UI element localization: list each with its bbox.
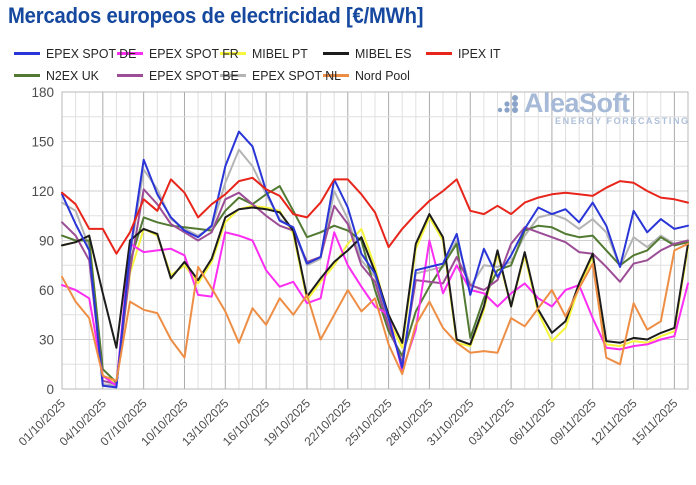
legend-label: EPEX SPOT NL bbox=[252, 67, 342, 83]
legend-item-nord-pool: Nord Pool bbox=[323, 68, 426, 83]
legend-swatch bbox=[14, 51, 40, 55]
legend-swatch bbox=[426, 51, 452, 55]
y-axis-tick-label: 150 bbox=[31, 135, 54, 150]
legend-row: EPEX SPOT DE EPEX SPOT FR MIBEL PT MIBEL ES… bbox=[14, 42, 684, 64]
y-axis-tick-label: 0 bbox=[46, 382, 54, 397]
legend-label: Nord Pool bbox=[355, 67, 410, 83]
series-line-epex-spot-fr bbox=[61, 231, 689, 387]
y-axis-tick-label: 90 bbox=[39, 234, 54, 249]
electricity-price-line-chart: 030609012015018001/10/202504/10/202507/1… bbox=[16, 85, 689, 449]
legend-row: N2EX UK EPEX SPOT BE EPEX SPOT NL Nord Pool bbox=[14, 64, 684, 86]
chart-legend: EPEX SPOT DE EPEX SPOT FR MIBEL PT MIBEL ES… bbox=[14, 42, 684, 86]
legend-item-epex-spot-nl: EPEX SPOT NL bbox=[220, 68, 341, 83]
legend-item-epex-spot-fr: EPEX SPOT FR bbox=[117, 46, 239, 61]
series-line-epex-spot-be bbox=[61, 188, 689, 386]
legend-label: MIBEL ES bbox=[355, 45, 412, 61]
y-axis-tick-label: 60 bbox=[39, 283, 54, 298]
legend-label: IPEX IT bbox=[458, 45, 501, 61]
legend-swatch bbox=[14, 73, 40, 77]
legend-swatch bbox=[323, 73, 349, 77]
legend-item-epex-spot-be: EPEX SPOT BE bbox=[117, 68, 239, 83]
series-line-nord-pool bbox=[61, 242, 689, 382]
legend-swatch bbox=[220, 73, 246, 77]
legend-item-ipex-it: IPEX IT bbox=[426, 46, 529, 61]
legend-label: EPEX SPOT BE bbox=[149, 67, 239, 83]
legend-item-mibel-es: MIBEL ES bbox=[323, 46, 426, 61]
legend-label: EPEX SPOT FR bbox=[149, 45, 239, 61]
legend-label: EPEX SPOT DE bbox=[46, 45, 137, 61]
legend-swatch bbox=[117, 73, 143, 77]
legend-item-n2ex-uk: N2EX UK bbox=[14, 68, 117, 83]
y-axis-tick-label: 30 bbox=[39, 333, 54, 348]
y-axis-tick-label: 120 bbox=[31, 184, 54, 199]
legend-item-mibel-pt: MIBEL PT bbox=[220, 46, 323, 61]
y-axis-tick-label: 180 bbox=[31, 85, 54, 100]
series-line-ipex-it bbox=[61, 176, 689, 255]
series-line-n2ex-uk bbox=[61, 185, 689, 384]
legend-label: MIBEL PT bbox=[252, 45, 308, 61]
chart-title: Mercados europeos de electricidad [€/MWh… bbox=[8, 3, 424, 28]
legend-swatch bbox=[117, 51, 143, 55]
legend-swatch bbox=[323, 51, 349, 55]
legend-item-epex-spot-de: EPEX SPOT DE bbox=[14, 46, 136, 61]
series-line-epex-spot-de bbox=[61, 130, 689, 389]
legend-swatch bbox=[220, 51, 246, 55]
legend-label: N2EX UK bbox=[46, 67, 99, 83]
